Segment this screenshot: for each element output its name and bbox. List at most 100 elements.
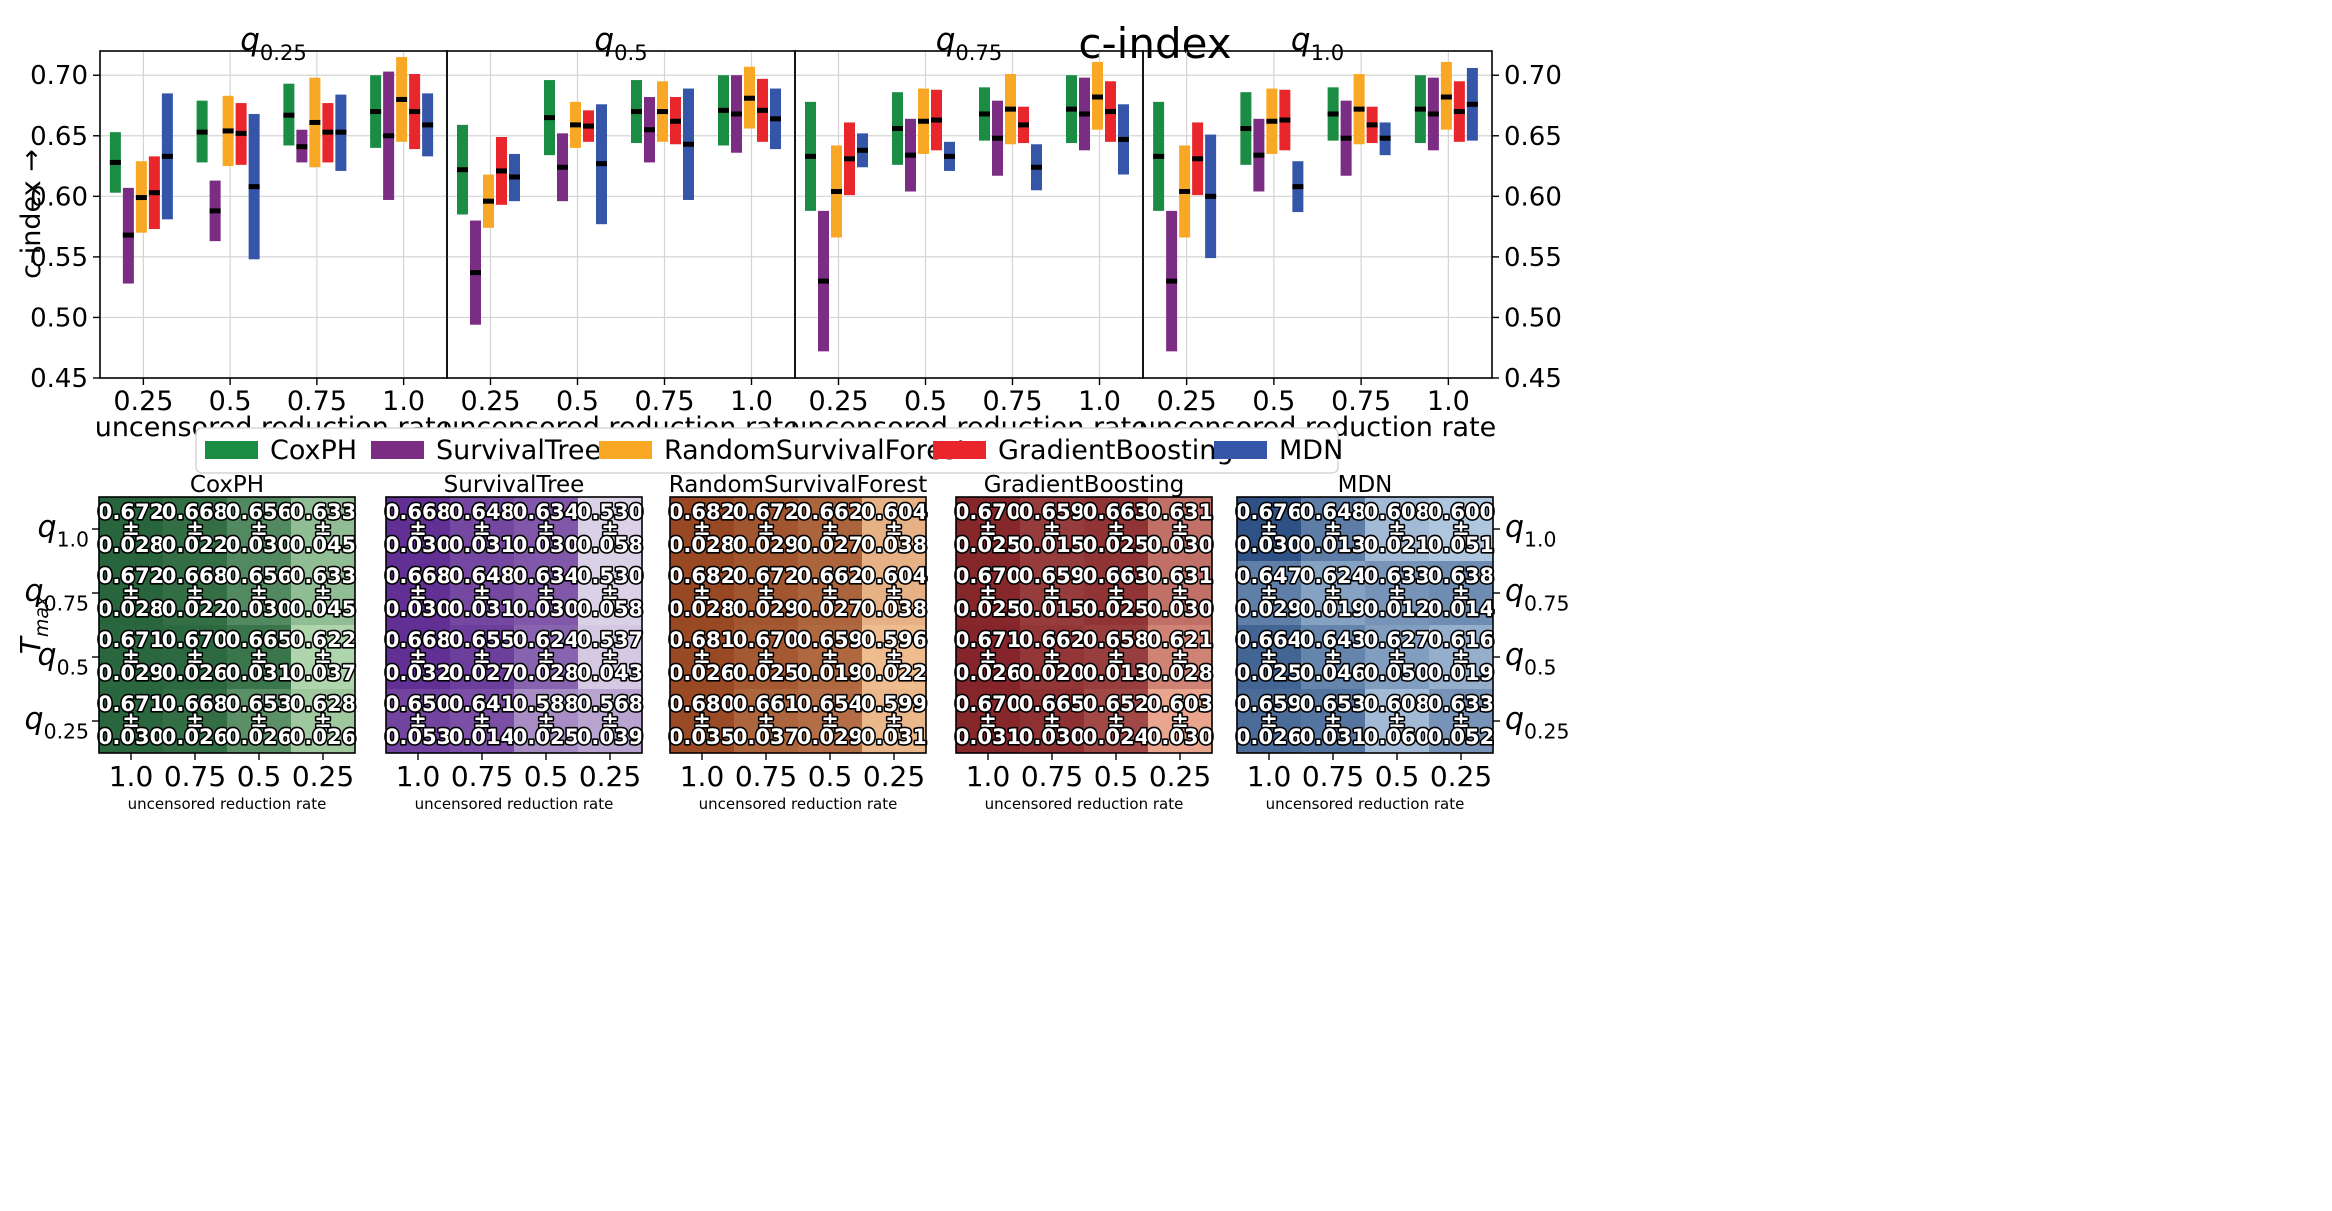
cell-mean: 0.627 xyxy=(1364,628,1430,652)
panel-title-sub: 1.0 xyxy=(1311,40,1345,65)
cell-mean: 0.672 xyxy=(98,500,164,524)
cell-pm: ± xyxy=(1324,644,1342,668)
median-marker-RandomSurvivalForest-0.5 xyxy=(1266,118,1278,124)
heatmap-cell xyxy=(99,625,164,690)
cell-mean: 0.604 xyxy=(861,564,927,588)
legend-entry: RandomSurvivalForest xyxy=(599,435,968,466)
median-marker-GradientBoosting-1.0 xyxy=(1453,109,1465,115)
panel-title: q1.0 xyxy=(1291,22,1344,65)
cell-pm: ± xyxy=(885,580,903,604)
legend-swatch xyxy=(933,441,986,459)
median-marker-CoxPH-0.75 xyxy=(1327,111,1339,117)
heatmap-cell xyxy=(1429,689,1494,754)
cell-pm: ± xyxy=(1107,580,1125,604)
cell-std: 0.025 xyxy=(1083,597,1149,621)
cell-std: 0.028 xyxy=(98,597,164,621)
cell-std: 0.030 xyxy=(226,533,292,557)
x-tick-label: 0.75 xyxy=(1302,760,1364,793)
cell-pm: ± xyxy=(314,708,332,732)
cell-std: 0.039 xyxy=(577,725,643,749)
x-tick-label: 0.5 xyxy=(237,760,282,793)
median-marker-CoxPH-1.0 xyxy=(1066,106,1077,112)
heatmap-cell xyxy=(163,689,228,754)
median-marker-SurvivalTree-0.75 xyxy=(296,144,308,150)
cell-std: 0.025 xyxy=(1083,533,1149,557)
cell-pm: ± xyxy=(1452,580,1470,604)
cell-mean: 0.661 xyxy=(733,692,799,716)
median-marker-RandomSurvivalForest-0.5 xyxy=(222,128,234,134)
heatmap-cell xyxy=(798,625,863,690)
heatmap-title: MDN xyxy=(1338,472,1393,498)
panel-frame xyxy=(1142,50,1493,379)
y-tick-label-right: q1.0 xyxy=(1505,510,1556,552)
heatmap-cell xyxy=(578,689,643,754)
median-marker-RandomSurvivalForest-0.75 xyxy=(1353,106,1365,112)
cell-mean: 0.603 xyxy=(1147,692,1213,716)
x-tick-label: 0.5 xyxy=(524,760,569,793)
heatmap-cell xyxy=(227,497,292,562)
cell-pm: ± xyxy=(314,644,332,668)
heatmap-cell xyxy=(514,689,579,754)
x-axis-label: uncensored reduction rate xyxy=(415,795,614,813)
panel-title: q0.25 xyxy=(240,22,307,65)
y-tick-label-right-sub: 0.25 xyxy=(1524,720,1569,744)
cell-std: 0.046 xyxy=(1300,661,1366,685)
panel-title-base: q xyxy=(1291,22,1311,58)
cell-pm: ± xyxy=(1260,708,1278,732)
heatmap-cell xyxy=(1301,561,1366,626)
y-tick-label-right: 0.45 xyxy=(1504,364,1562,394)
cell-mean: 0.638 xyxy=(1428,564,1494,588)
heatmap-cell xyxy=(1084,625,1149,690)
heatmap-y-axis-label-sub: max xyxy=(31,595,53,637)
cell-pm: ± xyxy=(693,580,711,604)
heatmap-title: SurvivalTree xyxy=(444,472,585,498)
median-marker-SurvivalTree-0.25 xyxy=(818,278,829,284)
cell-std: 0.032 xyxy=(385,661,451,685)
heatmap-cell xyxy=(450,689,515,754)
cell-std: 0.037 xyxy=(733,725,799,749)
cell-mean: 0.656 xyxy=(226,500,292,524)
cell-std: 0.058 xyxy=(577,597,643,621)
heatmap-cell xyxy=(734,689,799,754)
legend: CoxPH SurvivalTree RandomSurvivalForest Gra… xyxy=(195,427,1343,474)
cell-std: 0.060 xyxy=(1364,725,1430,749)
cell-mean: 0.604 xyxy=(861,500,927,524)
cell-mean: 0.659 xyxy=(797,628,863,652)
median-marker-MDN-0.5 xyxy=(944,153,955,159)
cell-pm: ± xyxy=(1388,516,1406,540)
x-tick-label: 0.25 xyxy=(808,386,868,417)
median-marker-GradientBoosting-0.75 xyxy=(670,118,681,124)
median-marker-GradientBoosting-0.5 xyxy=(583,123,594,129)
cell-mean: 0.671 xyxy=(955,628,1021,652)
cell-pm: ± xyxy=(979,708,997,732)
cell-mean: 0.596 xyxy=(861,628,927,652)
x-tick-label: 1.0 xyxy=(1247,760,1292,793)
cell-std: 0.025 xyxy=(1236,661,1302,685)
x-tick-label: 1.0 xyxy=(966,760,1011,793)
median-marker-MDN-0.25 xyxy=(161,153,173,159)
cell-pm: ± xyxy=(1260,516,1278,540)
median-marker-CoxPH-0.25 xyxy=(109,159,121,165)
cell-std: 0.051 xyxy=(1428,533,1494,557)
median-marker-MDN-0.25 xyxy=(509,174,520,180)
cell-pm: ± xyxy=(473,644,491,668)
median-marker-GradientBoosting-1.0 xyxy=(1105,109,1116,115)
cell-std: 0.022 xyxy=(162,597,228,621)
legend-entry: GradientBoosting xyxy=(933,435,1234,466)
cell-pm: ± xyxy=(122,708,140,732)
median-marker-MDN-0.5 xyxy=(1292,184,1304,190)
heatmap-frame xyxy=(385,496,643,754)
cell-std: 0.029 xyxy=(733,533,799,557)
x-tick-label: 0.25 xyxy=(292,760,354,793)
x-tick-label: 0.75 xyxy=(1021,760,1083,793)
y-tick-label-left-sub: 0.5 xyxy=(57,656,89,680)
cell-std: 0.025 xyxy=(955,597,1021,621)
heatmap-cell xyxy=(798,689,863,754)
cell-std: 0.028 xyxy=(1147,661,1213,685)
panel-title-sub: 0.75 xyxy=(955,40,1002,65)
heatmap-y-axis-label: Tmax xyxy=(14,595,53,654)
legend-label: SurvivalTree xyxy=(436,435,601,466)
heatmap-cell xyxy=(734,625,799,690)
heatmap-cell xyxy=(291,497,356,562)
heatmap-cell xyxy=(1148,689,1213,754)
